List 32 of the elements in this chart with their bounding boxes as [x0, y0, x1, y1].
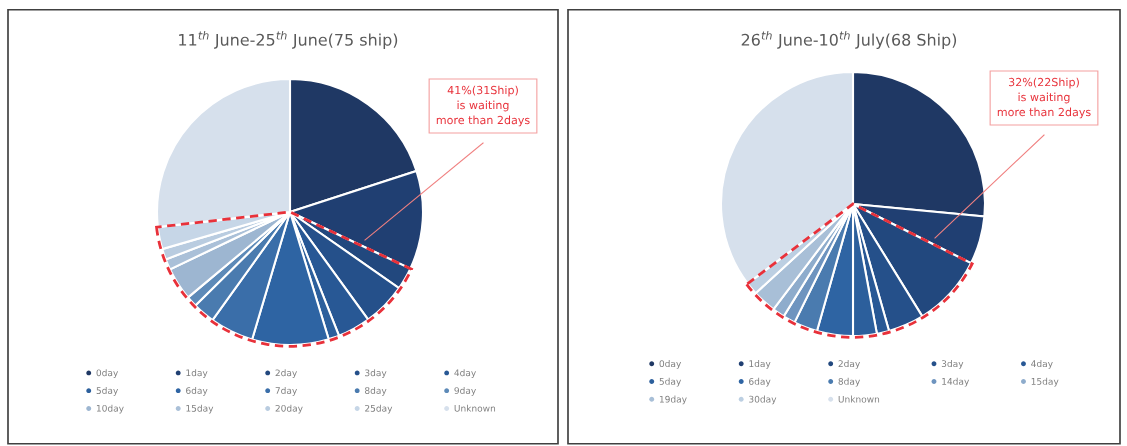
legend-label: 30day: [749, 395, 777, 405]
legend-label: 14day: [942, 377, 970, 387]
legend-label: 15day: [1031, 377, 1059, 387]
legend-label: Unknown: [838, 395, 880, 403]
legend-label: 7day: [275, 386, 297, 396]
legend-label: 0day: [96, 369, 119, 378]
legend-label: 6day: [186, 386, 208, 396]
legend-label: 15day: [186, 404, 214, 414]
text: 32%(22Ship) is waiting more than 2days: [997, 77, 1091, 119]
legend-label: 8day: [365, 386, 387, 396]
text: 41%(31Ship) is waiting more than 2days: [436, 85, 530, 127]
chart-title: 11$^{th}$ June-25$^{th}$ June(75 ship): [179, 30, 398, 49]
legend-label: 8day: [838, 377, 860, 387]
legend-label: 9day: [454, 386, 476, 396]
legend-label: 25day: [365, 404, 393, 414]
legend-label: 1day: [749, 360, 771, 369]
legend-label: 5day: [659, 377, 682, 387]
legend-label: 3day: [941, 360, 964, 369]
legend-label: 4day: [1031, 360, 1053, 369]
legend-label: 2day: [275, 369, 297, 378]
legend-label: 3day: [365, 369, 387, 378]
legend-label: 2day: [838, 360, 860, 369]
legend-label: 19day: [659, 395, 687, 405]
legend-label: 1day: [186, 369, 208, 378]
legend-label: 5day: [96, 386, 119, 396]
legend-label: 20day: [275, 404, 303, 414]
legend-label: 10day: [96, 404, 124, 414]
legend-label: 6day: [749, 377, 771, 387]
legend-label: 0day: [659, 360, 682, 369]
legend-label: Unknown: [454, 404, 496, 412]
legend-label: 4day: [454, 369, 476, 378]
chart-title: 26$^{th}$ June-10$^{th}$ July(68 Ship): [741, 30, 957, 49]
